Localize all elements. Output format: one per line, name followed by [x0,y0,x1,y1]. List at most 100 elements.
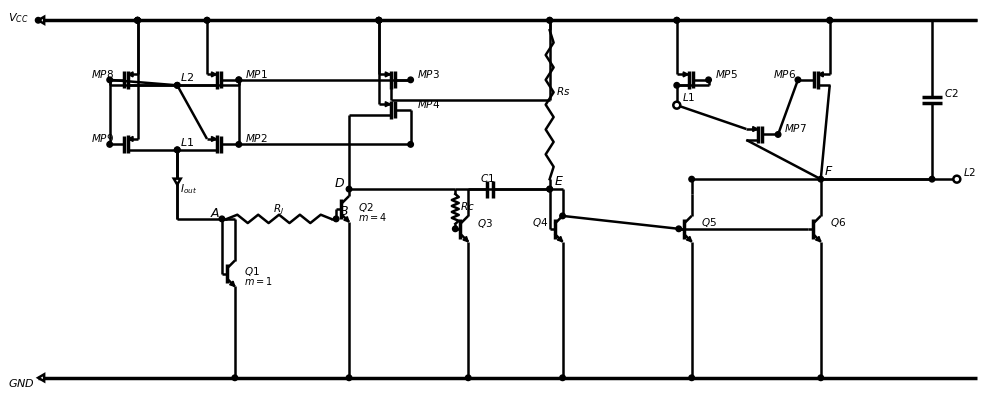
Text: $Q2$: $Q2$ [358,201,374,214]
Circle shape [953,176,960,183]
Circle shape [674,17,680,23]
Text: $MP8$: $MP8$ [91,68,114,80]
Circle shape [174,82,180,88]
Polygon shape [385,72,390,77]
Circle shape [673,102,680,109]
Polygon shape [683,72,688,77]
Text: $Q5$: $Q5$ [701,216,717,229]
Circle shape [35,17,41,23]
Circle shape [135,17,140,23]
Text: $MP3$: $MP3$ [417,68,440,80]
Circle shape [135,17,140,23]
Polygon shape [816,236,821,242]
Circle shape [674,17,680,23]
Text: $MP5$: $MP5$ [715,68,737,80]
Polygon shape [128,137,133,141]
Text: $I_{out}$: $I_{out}$ [180,183,197,196]
Text: $R_J$: $R_J$ [273,202,285,217]
Text: $Q3$: $Q3$ [477,217,493,230]
Polygon shape [211,137,216,141]
Text: $A$: $A$ [210,207,220,220]
Circle shape [818,375,824,381]
Circle shape [408,142,413,147]
Circle shape [376,17,382,23]
Text: $B$: $B$ [339,205,349,218]
Circle shape [674,82,680,88]
Polygon shape [344,217,349,222]
Circle shape [135,17,140,23]
Circle shape [204,17,210,23]
Circle shape [346,186,352,192]
Polygon shape [174,179,181,185]
Circle shape [204,17,210,23]
Circle shape [827,17,832,23]
Text: $F$: $F$ [824,165,833,178]
Circle shape [676,226,682,231]
Circle shape [236,77,242,83]
Text: $MP2$: $MP2$ [245,133,268,144]
Text: $m=1$: $m=1$ [244,276,272,287]
Circle shape [453,226,458,231]
Polygon shape [230,281,235,286]
Circle shape [547,17,552,23]
Text: $MP4$: $MP4$ [417,98,440,109]
Text: $Q6$: $Q6$ [830,216,846,229]
Text: $MP7$: $MP7$ [784,122,807,135]
Circle shape [232,375,238,381]
Circle shape [107,142,112,147]
Circle shape [408,77,413,83]
Text: $MP9$: $MP9$ [91,133,114,144]
Polygon shape [385,102,390,107]
Circle shape [929,177,935,182]
Circle shape [560,213,565,219]
Polygon shape [753,126,758,131]
Polygon shape [463,236,468,242]
Circle shape [689,375,694,381]
Circle shape [174,82,180,88]
Circle shape [236,77,242,83]
Circle shape [376,17,382,23]
Text: $Q4$: $Q4$ [532,216,548,229]
Circle shape [818,177,824,182]
Circle shape [560,375,565,381]
Circle shape [547,186,552,192]
Text: $L2$: $L2$ [963,166,976,178]
Polygon shape [38,375,44,381]
Circle shape [827,17,832,23]
Circle shape [547,17,552,23]
Circle shape [465,375,471,381]
Text: $m=4$: $m=4$ [358,211,387,223]
Circle shape [689,177,694,182]
Text: $Rs$: $Rs$ [556,85,570,97]
Text: $C2$: $C2$ [944,87,959,99]
Circle shape [706,77,711,83]
Circle shape [547,186,552,192]
Text: $MP6$: $MP6$ [773,68,796,80]
Circle shape [775,132,781,137]
Circle shape [135,17,140,23]
Circle shape [107,77,112,83]
Circle shape [333,216,339,222]
Text: $L2$: $L2$ [180,72,194,83]
Polygon shape [128,72,133,77]
Polygon shape [557,236,563,242]
Polygon shape [686,236,692,242]
Circle shape [795,77,801,83]
Circle shape [219,216,225,222]
Text: $L1$: $L1$ [682,91,695,103]
Text: $L1$: $L1$ [180,136,194,148]
Circle shape [174,147,180,153]
Text: $C1$: $C1$ [480,172,495,184]
Circle shape [174,147,180,153]
Text: $Rc$: $Rc$ [460,200,475,213]
Circle shape [346,375,352,381]
Polygon shape [38,17,44,24]
Circle shape [236,142,242,147]
Text: $E$: $E$ [554,175,564,188]
Text: $GND$: $GND$ [8,377,35,389]
Polygon shape [211,72,216,77]
Text: $V_{CC}$: $V_{CC}$ [8,11,29,25]
Circle shape [376,17,382,23]
Text: $D$: $D$ [334,177,345,190]
Text: $Q1$: $Q1$ [244,265,260,278]
